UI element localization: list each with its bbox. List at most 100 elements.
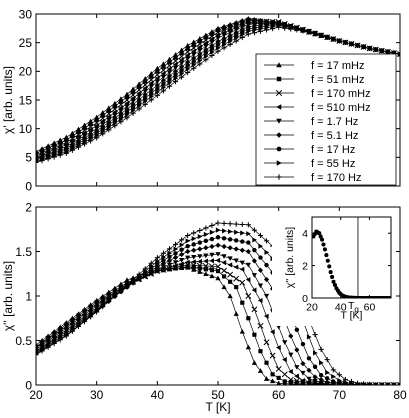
bottom-data-point: [112, 293, 118, 299]
bottom-data-point: [215, 235, 221, 240]
top-data-point: [294, 27, 300, 33]
bottom-data-point: [191, 242, 196, 247]
top-data-point: [52, 143, 57, 148]
bottom-data-point: [234, 285, 239, 290]
bottom-data-point: [173, 251, 178, 256]
bottom-data-point: [161, 254, 166, 260]
top-data-point: [149, 74, 154, 79]
top-data-point: [330, 36, 336, 42]
top-data-point: [191, 62, 197, 68]
inset-x-tick-label: 60: [364, 302, 376, 314]
bottom-data-point: [136, 271, 142, 277]
tg-annotation: Tg: [348, 300, 359, 314]
top-data-point: [234, 21, 239, 26]
top-data-point: [75, 144, 82, 150]
bottom-data-point: [288, 333, 294, 339]
bottom-data-point: [166, 257, 173, 264]
bottom-data-point: [179, 257, 185, 263]
bottom-data-point: [36, 352, 39, 358]
top-data-point: [143, 79, 148, 84]
top-data-point: [88, 122, 93, 127]
legend-entry-label: f = 5.1 Hz: [311, 130, 358, 142]
bottom-data-point: [208, 263, 215, 270]
bottom-data-point: [239, 260, 245, 266]
bottom-data-point: [106, 298, 112, 304]
bottom-data-point: [348, 378, 355, 385]
bottom-data-point: [263, 293, 270, 299]
bottom-data-point: [167, 250, 173, 256]
bottom-data-point: [172, 260, 179, 265]
bottom-data-point: [300, 341, 306, 347]
bottom-x-axis-label: T [K]: [205, 400, 230, 414]
bottom-data-point: [172, 254, 179, 261]
top-data-point: [81, 141, 88, 147]
top-data-point: [137, 103, 142, 109]
bottom-data-point: [203, 238, 209, 244]
bottom-data-point: [245, 344, 251, 350]
top-data-point: [112, 120, 118, 126]
bottom-data-point: [294, 365, 300, 370]
bottom-data-point: [64, 322, 69, 327]
bottom-x-tick-label: 70: [333, 388, 347, 402]
top-data-point: [69, 147, 75, 153]
bottom-data-point: [185, 238, 191, 244]
top-data-point: [46, 145, 51, 151]
top-y-tick-label: 15: [19, 93, 33, 107]
bottom-data-point: [228, 228, 233, 235]
bottom-data-point: [312, 378, 318, 384]
bottom-data-point: [221, 254, 227, 259]
bottom-data-point: [154, 267, 160, 272]
bottom-data-point: [397, 382, 400, 385]
bottom-data-point: [294, 380, 299, 385]
bottom-data-point: [69, 328, 75, 334]
top-data-point: [124, 104, 130, 109]
top-data-point: [239, 34, 245, 41]
bottom-data-point: [197, 227, 203, 234]
inset-data-point: [322, 247, 327, 252]
bottom-data-point: [100, 296, 105, 301]
top-data-point: [185, 56, 191, 62]
top-data-point: [100, 131, 106, 137]
top-data-point: [246, 17, 251, 22]
bottom-data-point: [209, 273, 215, 279]
top-data-point: [227, 30, 233, 36]
bottom-data-point: [385, 382, 391, 385]
top-data-point: [245, 31, 251, 37]
inset-y-tick-label: 4: [302, 228, 308, 240]
inset-data-point: [321, 242, 326, 247]
bottom-data-point: [160, 266, 166, 272]
bottom-data-point: [167, 267, 172, 272]
top-data-point: [185, 63, 190, 68]
top-data-point: [155, 86, 160, 91]
bottom-data-point: [343, 379, 348, 385]
bottom-data-point: [300, 377, 306, 384]
bottom-data-point: [191, 265, 196, 270]
bottom-data-point: [258, 349, 263, 354]
inset-data-point: [317, 231, 322, 236]
top-data-point: [88, 138, 94, 144]
bottom-data-point: [209, 229, 215, 235]
bottom-data-point: [300, 381, 306, 385]
top-data-point: [215, 36, 221, 41]
top-data-point: [179, 74, 185, 80]
top-y-tick-label: 20: [19, 65, 33, 79]
top-data-point: [161, 64, 166, 69]
top-data-point: [233, 38, 239, 44]
bottom-data-point: [275, 366, 282, 372]
top-data-point: [379, 48, 385, 54]
bottom-data-point: [312, 331, 318, 338]
bottom-data-point: [252, 237, 257, 243]
top-data-point: [142, 92, 148, 98]
top-data-point: [179, 71, 185, 77]
top-data-point: [154, 82, 160, 88]
inset-data-point: [330, 274, 335, 279]
bottom-data-point: [215, 242, 221, 248]
bottom-data-point: [142, 266, 148, 272]
legend-entry-label: f = 17 mHz: [311, 60, 365, 72]
bottom-data-point: [385, 382, 391, 385]
bottom-data-point: [166, 262, 173, 268]
top-data-point: [166, 70, 173, 76]
top-data-point: [197, 38, 202, 44]
bottom-data-point: [257, 283, 264, 289]
top-data-point: [185, 52, 190, 58]
